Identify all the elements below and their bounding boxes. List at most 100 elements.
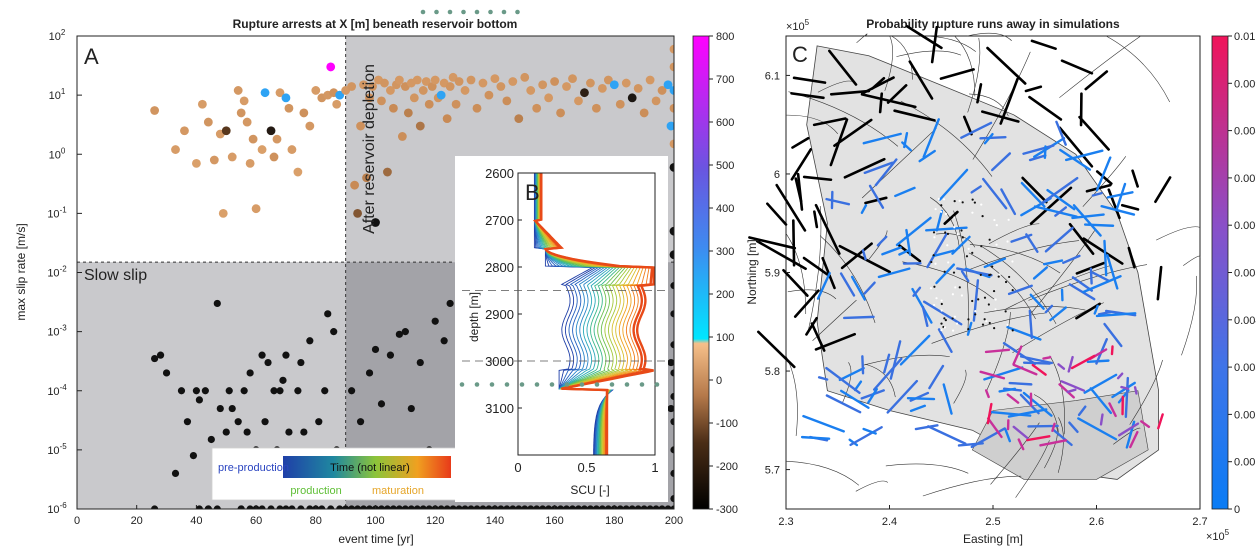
panel-a: Rupture arrests at X [m] beneath reservo… xyxy=(14,9,738,546)
top-dot-marker xyxy=(515,9,520,15)
fast-rupture-point-14 xyxy=(242,117,252,127)
slow-slip-point-47 xyxy=(356,418,365,426)
fault-segment-blue xyxy=(894,186,916,198)
top-dot-marker xyxy=(447,9,453,15)
well-marker xyxy=(961,236,964,239)
well-marker xyxy=(981,214,984,218)
panel-a-y-tick-label: 102 xyxy=(49,28,66,43)
fast-rupture-point-9 xyxy=(221,126,231,136)
panel-a-points xyxy=(150,44,674,509)
well-marker xyxy=(958,199,961,202)
fault-segment-blue xyxy=(1077,405,1087,417)
fast-rupture-point-10 xyxy=(227,152,237,162)
background-fault xyxy=(1004,264,1112,310)
fault-segment-blue xyxy=(849,426,883,447)
well-marker xyxy=(1004,280,1008,284)
bottom-row-point-22 xyxy=(365,505,374,509)
bottom-row-point-71 xyxy=(658,505,666,509)
fast-rupture-point-6 xyxy=(209,155,219,165)
panel-b-y-tick-label: 2800 xyxy=(485,260,514,275)
background-fault xyxy=(910,35,976,52)
panel-a-colorbar-tick-label: -200 xyxy=(716,461,738,473)
fast-rupture-point-92 xyxy=(562,82,571,91)
fault-segment-low-probability xyxy=(1154,176,1172,204)
fault-segment-blue xyxy=(983,257,1007,269)
fault-segment-low-probability xyxy=(840,242,873,270)
fault-segment-blue xyxy=(800,435,831,440)
well-marker xyxy=(983,296,987,299)
panel-a-x-tick-label: 80 xyxy=(310,515,322,527)
fast-rupture-point-81 xyxy=(496,82,506,91)
bottom-row-point-60 xyxy=(592,505,600,509)
fault-segment-blue xyxy=(863,161,894,175)
fault-segment-blue xyxy=(1083,223,1115,227)
fault-segment-blue xyxy=(1095,312,1137,318)
well-marker xyxy=(929,287,933,290)
time-legend-bar xyxy=(283,456,451,478)
background-fault xyxy=(969,93,1009,117)
fast-rupture-point-89 xyxy=(544,93,554,103)
fault-segment-blue xyxy=(839,389,870,409)
bottom-row-point-65 xyxy=(622,505,630,509)
slow-slip-point-37 xyxy=(306,337,314,345)
panel-c-x-tick-label: 2.4 xyxy=(882,516,897,528)
fault-segment-low-probability xyxy=(930,25,939,64)
panel-a-colorbar-tick-label: 800 xyxy=(716,31,734,43)
panel-c-colorbar-tick-label: 0.004 xyxy=(1234,315,1256,327)
bottom-row-point-36 xyxy=(449,505,457,509)
panel-a-x-tick-label: 180 xyxy=(605,515,623,527)
fault-segment-low-probability xyxy=(843,157,886,179)
fault-segment-blue xyxy=(1054,206,1068,217)
fast-rupture-point-100 xyxy=(609,80,619,90)
fault-segment-low-probability xyxy=(943,210,959,225)
panel-c-colorbar-tick-label: 0 xyxy=(1234,504,1240,516)
bottom-row-point-28 xyxy=(401,505,409,509)
fault-segment-low-probability xyxy=(986,46,1027,85)
slow-slip-point-59 xyxy=(446,299,454,308)
fast-rupture-point-118 xyxy=(669,250,674,260)
fault-segment-blue xyxy=(1029,293,1045,310)
slow-slip-point-70 xyxy=(670,494,674,503)
slow-slip-point-30 xyxy=(282,351,290,359)
fault-segment-blue xyxy=(839,272,856,297)
slow-slip-point-53 xyxy=(401,328,409,336)
well-marker xyxy=(932,231,936,234)
fast-rupture-point-13 xyxy=(239,96,249,106)
fault-segment-blue xyxy=(1100,204,1136,216)
fast-rupture-point-103 xyxy=(627,93,637,103)
bottom-row-point-42 xyxy=(485,505,493,509)
background-fault xyxy=(1049,355,1065,435)
panel-c-colorbar-ticks: 0.01 0.009 0.008 0.007 0.006 0.005 0.004 0.003 0… xyxy=(1228,31,1256,516)
well-marker xyxy=(943,326,946,329)
well-marker xyxy=(940,204,943,207)
fault-segment-blue xyxy=(1022,144,1055,155)
slow-slip-point-4 xyxy=(177,387,186,395)
background-fault xyxy=(785,460,860,486)
background-fault xyxy=(986,312,1011,391)
bottom-row-point-57 xyxy=(574,505,583,509)
well-marker xyxy=(943,317,946,320)
fault-segment-blue xyxy=(1095,156,1112,192)
well-marker xyxy=(953,200,956,203)
well-marker xyxy=(991,265,994,268)
fault-segment-blue xyxy=(998,387,1017,393)
panel-c-x-tick-label: 2.5 xyxy=(985,516,1000,528)
fast-rupture-point-106 xyxy=(645,75,655,85)
background-fault xyxy=(922,475,1022,497)
well-marker xyxy=(974,313,977,316)
slow-slip-point-5 xyxy=(183,418,192,426)
well-marker xyxy=(967,318,970,321)
fast-rupture-point-111 xyxy=(669,44,674,54)
fast-rupture-point-38 xyxy=(347,82,357,91)
fault-segment-blue xyxy=(951,235,971,255)
well-marker xyxy=(971,251,974,254)
slow-slip-point-67 xyxy=(670,418,674,426)
background-fault xyxy=(1059,35,1141,98)
bottom-row-point-1 xyxy=(195,505,203,509)
fault-segment-blue xyxy=(881,246,902,256)
fault-segment-blue xyxy=(1022,361,1051,365)
fast-rupture-point-45 xyxy=(368,82,377,91)
slow-slip-point-24 xyxy=(261,418,269,426)
well-marker xyxy=(940,210,943,213)
background-fault xyxy=(785,114,839,134)
